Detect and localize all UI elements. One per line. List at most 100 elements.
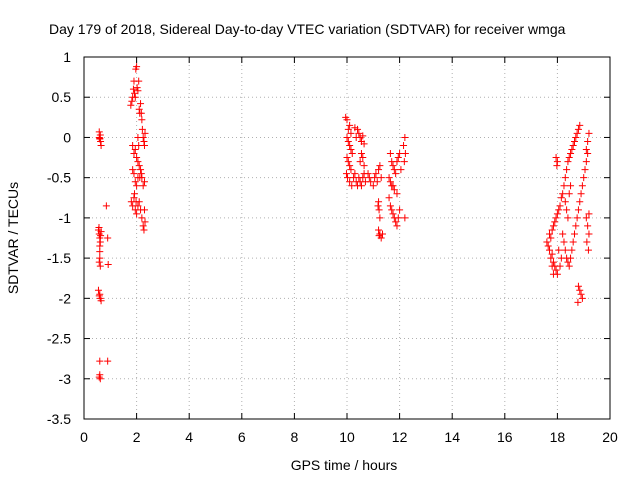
data-point [127, 101, 135, 109]
y-tick-label: -1.5 [47, 250, 71, 266]
data-point [133, 63, 141, 71]
data-point [346, 162, 354, 170]
data-point [584, 150, 592, 158]
data-point [351, 170, 359, 178]
data-point [555, 246, 563, 254]
x-tick-label: 18 [550, 429, 566, 445]
data-point [138, 214, 146, 222]
data-point [359, 132, 367, 140]
data-point [563, 166, 571, 174]
data-point [137, 170, 145, 178]
x-tick-label: 6 [238, 429, 246, 445]
data-point [565, 190, 573, 198]
data-point [95, 373, 103, 381]
data-point [134, 202, 142, 210]
data-point [96, 238, 104, 246]
data-point [389, 210, 397, 218]
data-point [347, 129, 355, 137]
data-point [567, 150, 575, 158]
data-point [394, 214, 402, 222]
data-point [574, 298, 582, 306]
data-point [557, 194, 565, 202]
data-point [97, 141, 105, 149]
data-point [581, 166, 589, 174]
data-point [385, 174, 393, 182]
data-point [400, 141, 408, 149]
data-point [355, 129, 363, 137]
data-point [385, 194, 393, 202]
data-point [565, 262, 573, 270]
data-point [582, 146, 590, 154]
data-point [559, 190, 567, 198]
data-point [135, 77, 143, 85]
data-point [97, 228, 105, 236]
data-point [396, 206, 404, 214]
data-point [141, 129, 149, 137]
x-axis-label: GPS time / hours [291, 457, 398, 473]
data-point [548, 250, 556, 258]
data-point [400, 158, 408, 166]
data-point [557, 254, 565, 262]
data-point [574, 206, 582, 214]
data-point [553, 158, 561, 166]
data-point [392, 170, 400, 178]
data-point [377, 174, 385, 182]
data-point [356, 158, 364, 166]
data-point [139, 222, 147, 230]
data-point [576, 121, 584, 129]
x-tick-label: 0 [80, 429, 88, 445]
data-point [96, 248, 104, 256]
data-point [585, 129, 593, 137]
data-point [96, 131, 104, 139]
data-point [397, 166, 405, 174]
data-point [552, 266, 560, 274]
x-tick-label: 10 [339, 429, 355, 445]
data-point [95, 258, 103, 266]
data-point [131, 178, 139, 186]
data-point [556, 202, 564, 210]
data-point [343, 154, 351, 162]
data-point [97, 137, 105, 145]
chart-title: Day 179 of 2018, Sidereal Day-to-day VTE… [49, 21, 566, 37]
data-point [386, 202, 394, 210]
data-point [140, 226, 148, 234]
x-tick-label: 16 [497, 429, 513, 445]
y-tick-label: 1 [63, 49, 71, 65]
data-point [343, 133, 351, 141]
data-point [570, 230, 578, 238]
data-point [389, 162, 397, 170]
data-point [343, 116, 351, 124]
data-point [96, 134, 104, 142]
data-point [375, 206, 383, 214]
data-point [585, 230, 593, 238]
data-point [135, 141, 143, 149]
grid [84, 57, 610, 419]
data-point [585, 210, 593, 218]
data-point [549, 258, 557, 266]
data-point [104, 357, 112, 365]
data-point [386, 178, 394, 186]
data-points [94, 63, 593, 383]
data-point [555, 206, 563, 214]
data-point [577, 190, 585, 198]
x-tick-label: 2 [133, 429, 141, 445]
y-tick-label: 0 [63, 129, 71, 145]
data-point [583, 238, 591, 246]
data-point [376, 162, 384, 170]
data-point [560, 182, 568, 190]
data-point [135, 162, 143, 170]
data-point [94, 286, 102, 294]
x-tick-label: 12 [392, 429, 408, 445]
data-point [138, 125, 146, 133]
y-tick-label: -1 [59, 210, 72, 226]
data-point [102, 202, 110, 210]
y-axis-label: SDTVAR / TECUs [5, 182, 21, 294]
data-point [553, 210, 561, 218]
data-point [375, 226, 383, 234]
data-point [390, 166, 398, 174]
data-point [393, 158, 401, 166]
x-tick-label: 8 [291, 429, 299, 445]
y-tick-label: 0.5 [52, 89, 72, 105]
data-point [342, 170, 350, 178]
data-point [140, 137, 148, 145]
